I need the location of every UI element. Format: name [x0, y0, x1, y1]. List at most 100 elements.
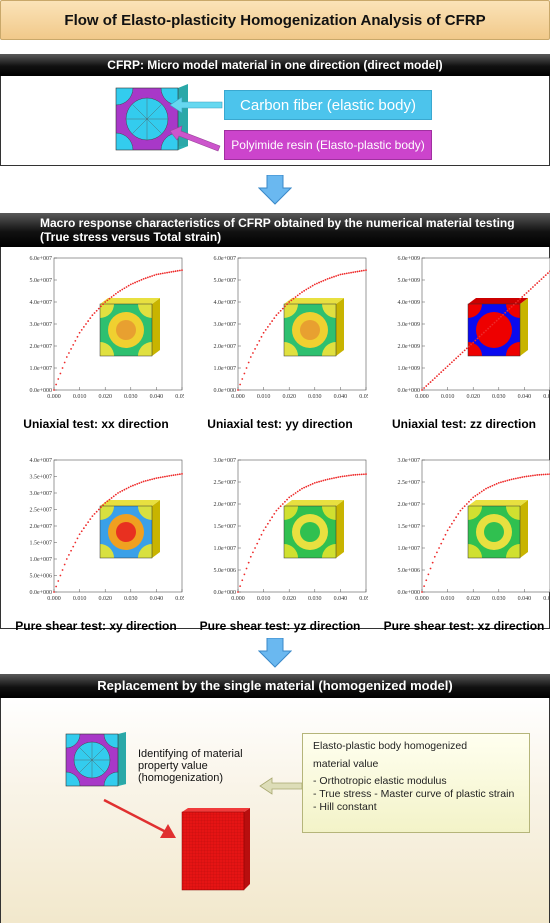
data-point	[174, 270, 177, 273]
data-point	[544, 473, 547, 476]
data-point	[427, 573, 430, 576]
inset-center-core	[116, 522, 136, 542]
inset-side	[336, 500, 344, 558]
inset-side	[520, 298, 528, 356]
x-tick-label: 0.020	[282, 596, 296, 602]
data-point	[421, 389, 423, 391]
data-point	[487, 486, 490, 489]
y-tick-label: 4.0e+007	[213, 300, 236, 306]
data-point	[174, 473, 177, 476]
data-point	[521, 296, 524, 298]
inset-corner-fiber	[100, 342, 114, 356]
chart-panel: 0.0e+000 1.0e+007 2.0e+007 3.0e+007 4.0e+007…	[6, 250, 188, 431]
inset-top	[284, 298, 344, 304]
data-point	[508, 307, 511, 310]
data-point	[360, 473, 363, 476]
x-tick-label: 0.050	[359, 394, 368, 400]
x-tick-label: 0.050	[175, 596, 184, 602]
data-point	[76, 335, 79, 338]
chart-title: Uniaxial test: yy direction	[207, 417, 353, 431]
data-point	[330, 276, 333, 279]
inset-center-core	[300, 522, 320, 542]
data-point	[157, 476, 160, 479]
data-point	[316, 282, 318, 285]
data-point	[298, 292, 301, 295]
data-point	[153, 477, 156, 480]
data-point	[82, 326, 85, 328]
data-point	[176, 473, 179, 476]
inset-corner-fiber	[100, 506, 114, 520]
data-point	[478, 335, 481, 338]
inset-corner-fiber	[138, 342, 152, 356]
data-point	[305, 288, 308, 291]
inset-corner-fiber	[138, 304, 152, 318]
data-point	[532, 286, 534, 288]
inset-top	[100, 500, 160, 506]
info-box: Elasto-plastic body homogenized material…	[302, 733, 530, 833]
y-tick-label: 4.0e+007	[29, 458, 52, 464]
chart-title: Pure shear test: yz direction	[199, 619, 361, 633]
data-point	[423, 585, 426, 588]
data-point	[455, 357, 458, 360]
homogenized-red-model	[181, 808, 250, 891]
data-point	[309, 483, 312, 486]
contour-inset	[467, 500, 528, 559]
data-point	[266, 326, 269, 328]
chart-panel: 0.0e+000 1.0e+009 2.0e+009 3.0e+009 4.0e+009…	[374, 250, 550, 431]
y-tick-label: 4.0e+009	[397, 300, 420, 306]
data-point	[142, 480, 145, 483]
data-point	[536, 282, 539, 284]
data-point	[134, 483, 136, 486]
data-point	[523, 475, 526, 478]
data-point	[91, 515, 94, 517]
data-point	[339, 273, 342, 276]
x-tick-label: 0.020	[282, 394, 296, 400]
inset-border	[283, 303, 337, 357]
x-tick-label: 0.020	[466, 596, 480, 602]
data-point	[117, 492, 119, 494]
data-point	[104, 502, 107, 504]
data-point	[337, 274, 340, 277]
data-point	[328, 478, 331, 480]
data-point	[151, 275, 154, 277]
data-point	[318, 281, 320, 284]
x-tick-label: 0.030	[492, 394, 506, 400]
y-tick-label: 3.0e+009	[397, 322, 420, 328]
data-point	[258, 339, 261, 342]
inset-corner-fiber	[468, 342, 482, 356]
data-point	[502, 480, 504, 483]
data-point	[100, 305, 102, 308]
data-point	[476, 337, 479, 340]
data-point	[461, 351, 464, 354]
data-point	[264, 526, 267, 528]
y-tick-label: 0.0e+000	[397, 590, 420, 596]
x-tick-label: 0.000	[415, 596, 429, 602]
data-point	[333, 275, 335, 278]
contour-inset	[283, 500, 344, 559]
data-point	[525, 475, 528, 478]
y-tick-label: 2.0e+007	[213, 344, 236, 350]
data-point	[286, 498, 288, 501]
inset-side	[520, 500, 528, 558]
data-point	[527, 290, 530, 292]
data-point	[59, 574, 62, 577]
data-point	[534, 284, 536, 286]
data-point	[465, 503, 468, 505]
stress-strain-chart: 0.0e+000 1.0e+007 2.0e+007 3.0e+007 4.0e+007…	[29, 256, 188, 400]
data-point	[438, 547, 440, 549]
data-point	[93, 513, 96, 515]
x-tick-label: 0.040	[518, 394, 532, 400]
data-point	[348, 474, 350, 477]
data-point	[102, 504, 104, 506]
inset-corner-fiber	[322, 544, 336, 558]
y-tick-label: 1.0e+009	[397, 366, 420, 372]
data-point	[170, 474, 173, 477]
data-point	[436, 551, 438, 554]
data-point	[262, 529, 265, 532]
inset-center-core	[484, 522, 504, 542]
data-point	[521, 476, 524, 479]
data-point	[63, 563, 66, 566]
x-tick-label: 0.020	[98, 394, 112, 400]
data-point	[170, 271, 173, 273]
data-point	[345, 272, 348, 275]
